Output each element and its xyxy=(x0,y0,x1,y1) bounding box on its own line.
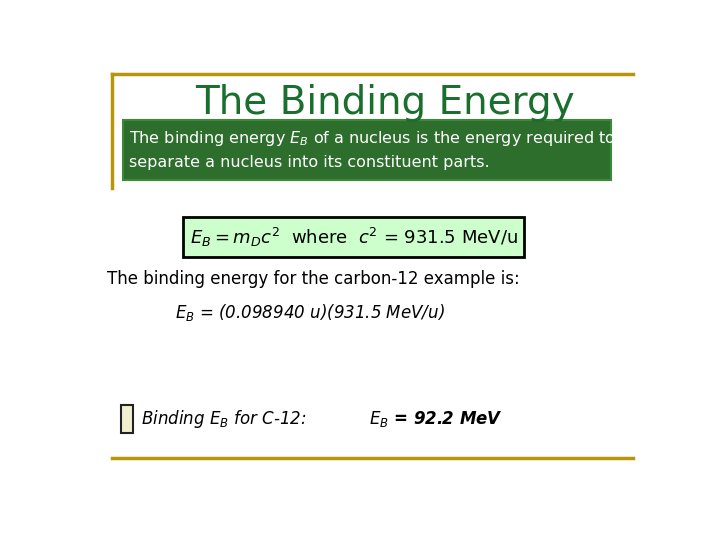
FancyBboxPatch shape xyxy=(183,217,524,257)
FancyBboxPatch shape xyxy=(122,120,611,180)
Text: The Binding Energy: The Binding Energy xyxy=(194,84,575,122)
FancyBboxPatch shape xyxy=(121,405,133,433)
Text: $E_B = m_Dc^2$  where  $c^2$ = 931.5 MeV/u: $E_B = m_Dc^2$ where $c^2$ = 931.5 MeV/u xyxy=(189,226,518,249)
Text: $E_B$ = 92.2 MeV: $E_B$ = 92.2 MeV xyxy=(369,409,503,429)
Text: $E_B$ = (0.098940 u)(931.5 MeV/u): $E_B$ = (0.098940 u)(931.5 MeV/u) xyxy=(175,302,445,323)
Text: Binding $E_B$ for C-12:: Binding $E_B$ for C-12: xyxy=(141,408,307,430)
Text: The binding energy $E_B$ of a nucleus is the energy required to
separate a nucle: The binding energy $E_B$ of a nucleus is… xyxy=(129,130,616,170)
Text: The binding energy for the carbon-12 example is:: The binding energy for the carbon-12 exa… xyxy=(107,270,520,288)
